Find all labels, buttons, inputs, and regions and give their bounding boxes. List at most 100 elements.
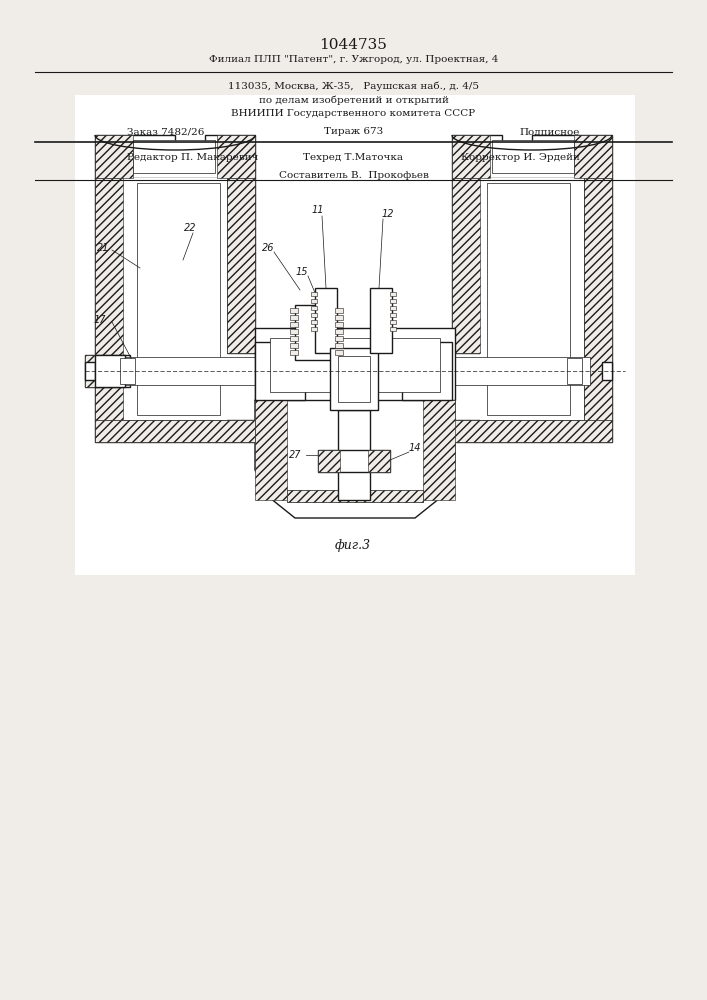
Bar xyxy=(370,288,392,353)
Bar xyxy=(311,327,317,331)
Bar xyxy=(423,400,455,500)
Bar xyxy=(311,299,317,303)
Bar xyxy=(567,358,582,384)
Bar xyxy=(120,357,590,385)
Polygon shape xyxy=(95,135,255,178)
Bar xyxy=(95,178,123,420)
Bar xyxy=(270,338,440,392)
Bar xyxy=(290,350,298,355)
Bar xyxy=(318,450,340,472)
Bar xyxy=(390,292,396,296)
Bar xyxy=(390,313,396,317)
Bar xyxy=(452,420,612,442)
Bar xyxy=(255,400,287,500)
Text: 15: 15 xyxy=(296,267,308,277)
Text: 21: 21 xyxy=(97,243,110,253)
Bar xyxy=(602,362,612,380)
Bar xyxy=(95,355,110,387)
Bar xyxy=(133,140,215,173)
Bar xyxy=(335,329,343,334)
Bar xyxy=(227,178,255,353)
Bar xyxy=(602,362,612,380)
Polygon shape xyxy=(452,135,612,178)
Text: 113035, Москва, Ж-35,   Раушская наб., д. 4/5: 113035, Москва, Ж-35, Раушская наб., д. … xyxy=(228,81,479,91)
Bar xyxy=(402,342,452,400)
Bar xyxy=(123,178,227,420)
Bar xyxy=(290,336,298,341)
Text: ВНИИПИ Государственного комитета СССР: ВНИИПИ Государственного комитета СССР xyxy=(231,109,476,118)
Bar xyxy=(335,350,343,355)
Bar xyxy=(487,183,570,415)
Bar xyxy=(295,305,335,360)
Bar xyxy=(311,292,317,296)
Bar xyxy=(335,343,343,348)
Bar xyxy=(390,327,396,331)
Bar xyxy=(480,178,584,420)
Text: 34: 34 xyxy=(354,450,366,460)
Bar xyxy=(315,288,337,353)
Bar xyxy=(335,336,343,341)
Text: 1044735: 1044735 xyxy=(319,38,387,52)
Text: Подписное: Подписное xyxy=(520,127,580,136)
Bar xyxy=(85,355,130,387)
Text: Филиал ПЛП "Патент", г. Ужгород, ул. Проектная, 4: Филиал ПЛП "Патент", г. Ужгород, ул. Про… xyxy=(209,55,498,64)
Text: Составитель В.  Прокофьев: Составитель В. Прокофьев xyxy=(279,170,428,180)
Text: по делам изобретений и открытий: по делам изобретений и открытий xyxy=(259,95,448,105)
Bar xyxy=(338,356,370,402)
Bar xyxy=(255,328,455,400)
Bar xyxy=(432,342,452,400)
Text: Тираж 673: Тираж 673 xyxy=(324,127,383,136)
Bar xyxy=(95,178,123,420)
Bar xyxy=(120,358,135,384)
Text: 14: 14 xyxy=(409,443,421,453)
Bar xyxy=(584,178,612,420)
Bar xyxy=(335,308,343,313)
Bar xyxy=(390,306,396,310)
Bar xyxy=(255,342,305,400)
Bar xyxy=(95,420,255,442)
Text: 17: 17 xyxy=(94,315,106,325)
Bar xyxy=(452,178,480,353)
Bar xyxy=(574,135,612,178)
Text: Заказ 7482/26: Заказ 7482/26 xyxy=(127,127,204,136)
Bar xyxy=(290,308,298,313)
Text: 22: 22 xyxy=(184,223,197,233)
Bar xyxy=(492,140,574,173)
Bar xyxy=(217,135,255,178)
Bar xyxy=(85,355,95,387)
Text: Корректор И. Эрдейи: Корректор И. Эрдейи xyxy=(461,152,580,161)
Bar xyxy=(85,362,95,380)
Bar xyxy=(584,178,612,420)
Bar xyxy=(390,299,396,303)
Bar xyxy=(287,490,423,502)
Bar xyxy=(311,320,317,324)
Polygon shape xyxy=(255,400,455,518)
Bar xyxy=(330,348,378,410)
Bar xyxy=(452,135,490,178)
Text: Редактор П. Макаревич: Редактор П. Макаревич xyxy=(127,152,259,161)
Bar xyxy=(368,450,390,472)
Bar xyxy=(390,320,396,324)
Text: 11: 11 xyxy=(312,205,325,215)
Text: 12: 12 xyxy=(382,209,395,219)
Bar xyxy=(95,135,133,178)
Bar xyxy=(95,420,255,442)
Bar xyxy=(311,313,317,317)
Bar xyxy=(255,342,275,400)
Bar xyxy=(335,322,343,327)
Bar xyxy=(290,315,298,320)
Bar xyxy=(452,420,612,442)
Bar xyxy=(95,355,125,387)
Bar xyxy=(338,410,370,500)
Bar xyxy=(287,490,423,502)
Bar xyxy=(311,306,317,310)
Bar xyxy=(137,183,220,415)
Text: 26: 26 xyxy=(262,243,274,253)
Bar xyxy=(75,95,635,575)
Bar xyxy=(290,329,298,334)
Bar xyxy=(335,315,343,320)
Text: 27: 27 xyxy=(288,450,301,460)
Bar xyxy=(227,178,255,353)
Text: фиг.3: фиг.3 xyxy=(335,538,371,552)
Bar xyxy=(85,362,95,380)
